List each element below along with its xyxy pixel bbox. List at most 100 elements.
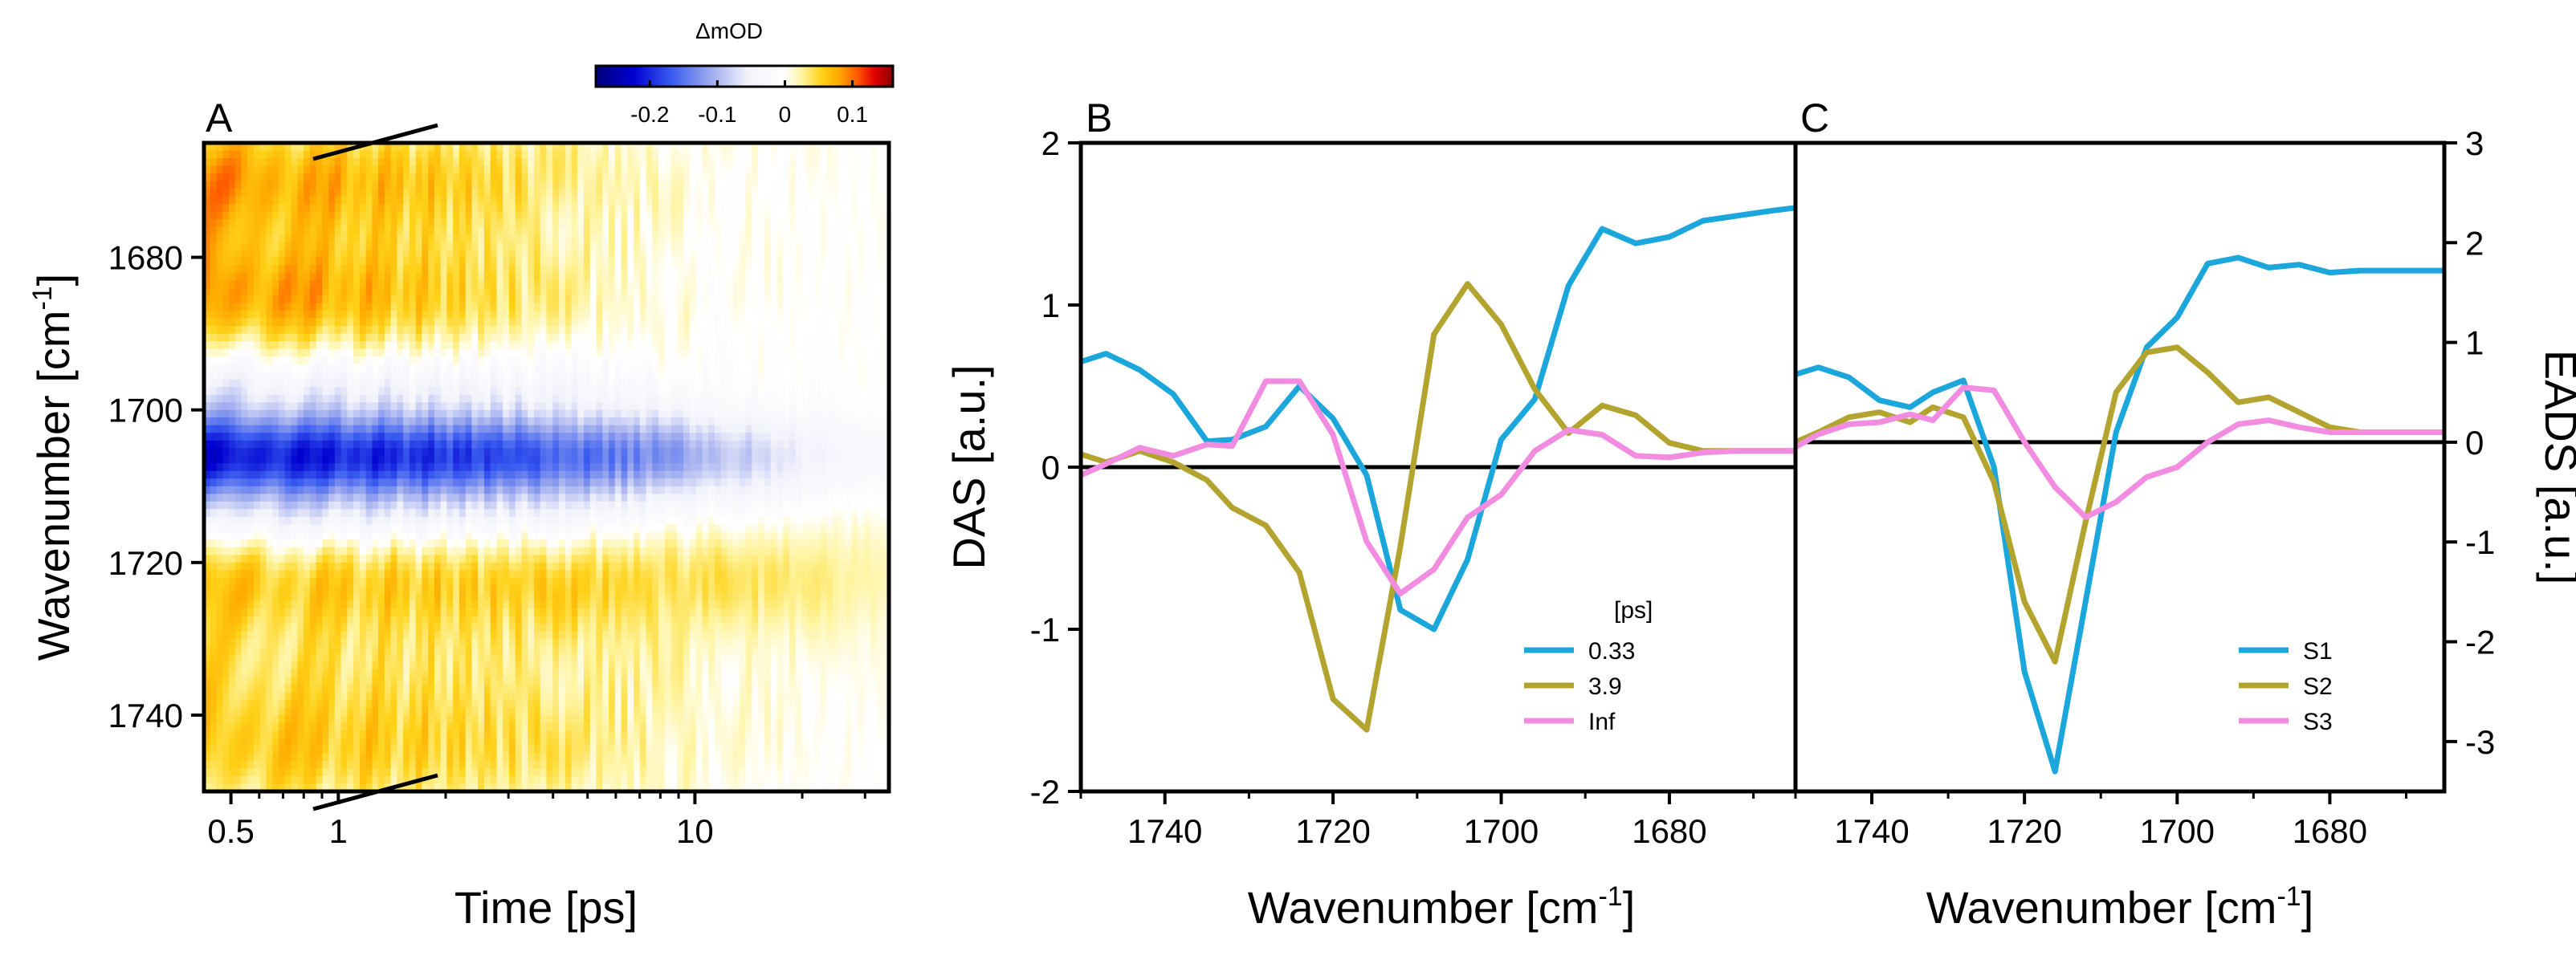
- heatmap-cell: [528, 379, 535, 388]
- heatmap-cell: [390, 486, 398, 495]
- heatmap-cell: [559, 661, 566, 670]
- heatmap-cell: [534, 150, 541, 159]
- heatmap-cell: [378, 470, 385, 480]
- heatmap-cell: [241, 226, 249, 235]
- heatmap-cell: [484, 669, 491, 678]
- heatmap-cell: [353, 173, 361, 182]
- heatmap-cell: [422, 379, 429, 388]
- heatmap-cell: [521, 417, 529, 426]
- heatmap-cell: [409, 326, 417, 335]
- heatmap-cell: [234, 181, 243, 189]
- heatmap-cell: [453, 150, 460, 159]
- heatmap-cell: [453, 318, 460, 327]
- heatmap-cell: [284, 722, 292, 731]
- heatmap-cell: [422, 165, 429, 174]
- heatmap-cell: [484, 234, 491, 243]
- heatmap-cell: [422, 387, 429, 396]
- heatmap-cell: [309, 189, 317, 197]
- heatmap-cell: [353, 600, 361, 609]
- heatmap-cell: [565, 242, 573, 250]
- heatmap-cell: [496, 746, 504, 754]
- heatmap-cell: [291, 623, 299, 632]
- heatmap-cell: [484, 242, 491, 250]
- heatmap-cell: [297, 287, 304, 296]
- heatmap-cell: [266, 486, 274, 495]
- heatmap-cell: [397, 143, 404, 152]
- heatmap-cell: [446, 753, 454, 762]
- heatmap-cell: [428, 196, 435, 205]
- heatmap-cell: [204, 287, 211, 296]
- heatmap-cell: [222, 257, 230, 266]
- heatmap-cell: [284, 509, 292, 518]
- heatmap-cell: [334, 585, 342, 594]
- heatmap-cell: [353, 318, 361, 327]
- heatmap-cell: [503, 776, 510, 785]
- heatmap-cell: [304, 448, 311, 457]
- heatmap-cell: [291, 265, 299, 274]
- heatmap-cell: [428, 692, 435, 701]
- heatmap-cell: [266, 478, 274, 487]
- heatmap-cell: [297, 211, 304, 220]
- heatmap-cell: [521, 204, 529, 213]
- heatmap-cell: [403, 165, 410, 174]
- heatmap-cell: [521, 219, 529, 228]
- heatmap-cell: [266, 265, 274, 274]
- heatmap-cell: [471, 677, 479, 685]
- heatmap-cell: [340, 577, 348, 587]
- heatmap-cell: [546, 577, 554, 587]
- heatmap-cell: [534, 753, 541, 762]
- heatmap-cell: [284, 616, 292, 624]
- heatmap-cell: [496, 776, 504, 785]
- heatmap-cell: [390, 547, 398, 556]
- heatmap-cell: [521, 379, 529, 388]
- heatmap-cell: [446, 143, 454, 152]
- heatmap-cell: [359, 753, 367, 762]
- heatmap-cell: [347, 555, 354, 563]
- heatmap-cell: [234, 516, 243, 526]
- heatmap-cell: [478, 516, 485, 526]
- heatmap-cell: [210, 379, 218, 388]
- heatmap-cell: [384, 394, 392, 403]
- heatmap-cell: [304, 501, 311, 510]
- heatmap-cell: [552, 783, 560, 791]
- heatmap-cell: [465, 707, 473, 716]
- heatmap-cell: [540, 714, 548, 724]
- heatmap-cell: [428, 776, 435, 785]
- heatmap-cell: [403, 738, 410, 746]
- heatmap-cell: [409, 638, 417, 648]
- heatmap-cell: [453, 577, 460, 587]
- heatmap-cell: [284, 356, 292, 365]
- heatmap-cell: [390, 585, 398, 594]
- heatmap-cell: [222, 226, 230, 235]
- heatmap-cell: [259, 265, 267, 274]
- heatmap-cell: [390, 440, 398, 449]
- heatmap-cell: [378, 531, 385, 541]
- heatmap-cell: [515, 189, 523, 197]
- heatmap-cell: [453, 555, 460, 563]
- heatmap-cell: [259, 409, 267, 418]
- heatmap-cell: [204, 684, 211, 693]
- heatmap-cell: [552, 272, 560, 281]
- heatmap-cell: [365, 714, 373, 724]
- heatmap-cell: [210, 730, 218, 739]
- heatmap-cell: [465, 211, 473, 220]
- heatmap-cell: [353, 440, 361, 449]
- heatmap-cell: [465, 341, 473, 350]
- heatmap-cell: [503, 638, 510, 648]
- heatmap-cell: [222, 158, 230, 167]
- heatmap-cell: [328, 265, 336, 274]
- heatmap-cell: [565, 616, 573, 624]
- heatmap-cell: [397, 478, 404, 487]
- heatmap-cell: [359, 539, 367, 548]
- heatmap-cell: [340, 311, 348, 319]
- heatmap-cell: [534, 265, 541, 274]
- heatmap-cell: [297, 722, 304, 731]
- heatmap-cell: [309, 211, 317, 220]
- heatmap-cell: [241, 738, 249, 746]
- heatmap-cell: [453, 272, 460, 281]
- heatmap-cell: [415, 722, 423, 731]
- heatmap-cell: [309, 234, 317, 243]
- heatmap-cell: [254, 623, 261, 632]
- heatmap-cell: [546, 311, 554, 319]
- heatmap-cell: [515, 555, 523, 563]
